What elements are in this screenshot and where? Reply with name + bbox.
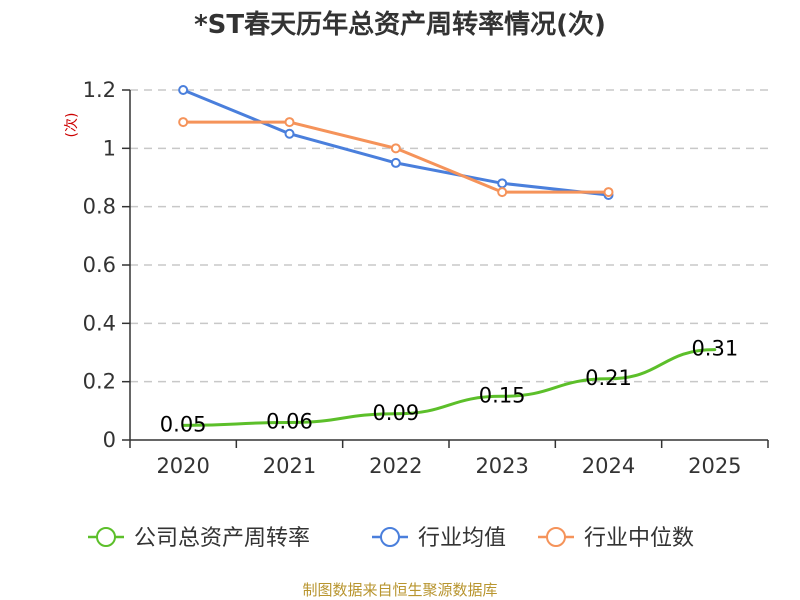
legend[interactable]: 公司总资产周转率 行业均值 行业中位数	[88, 526, 694, 551]
grid-lines	[130, 89, 768, 383]
y-tick-label-2: 0.4	[83, 311, 116, 335]
series-1-point-2020[interactable]	[178, 85, 189, 95]
legend-item-1[interactable]: 行业均值	[372, 526, 506, 551]
x-tick-label-2022: 2022	[369, 454, 422, 478]
series-2-point-2022[interactable]	[390, 143, 401, 154]
legend-label-1: 行业均值	[418, 526, 506, 551]
series-1-point-2022[interactable]	[390, 157, 401, 168]
series-1-point-2021[interactable]	[284, 128, 295, 139]
series-2-point-2023[interactable]	[497, 187, 508, 198]
x-tick-label-2025: 2025	[688, 454, 741, 478]
y-tick-label-6: 1.2	[83, 78, 116, 102]
data-label-2025: 0.31	[691, 337, 738, 361]
series-2-point-2021[interactable]	[284, 117, 295, 128]
x-tick-label-2024: 2024	[582, 454, 635, 478]
source-note: 制图数据来自恒生聚源数据库	[302, 581, 497, 599]
legend-label-0: 公司总资产周转率	[134, 526, 310, 551]
series-line-1	[181, 88, 610, 197]
series-2-point-2020[interactable]	[178, 117, 189, 128]
data-labels: 0.05 0.06 0.09 0.15 0.21 0.31	[160, 337, 738, 437]
y-tick-label-5: 1	[103, 136, 116, 160]
y-tick-label-4: 0.8	[83, 195, 116, 219]
legend-swatch-marker-1	[380, 527, 400, 547]
series-1-point-2023[interactable]	[497, 178, 508, 189]
y-axis-label: (次)	[64, 113, 80, 138]
data-label-2024: 0.21	[585, 366, 632, 390]
axes: 0 0.2 0.4 0.6 0.8 1 1.2 2020 2021 2022 2023 2024 202…	[83, 78, 769, 478]
chart-title: *ST春天历年总资产周转率情况(次)	[194, 9, 606, 40]
data-label-2020: 0.05	[160, 412, 207, 436]
x-tick-label-2021: 2021	[263, 454, 316, 478]
y-tick-label-1: 0.2	[83, 370, 116, 394]
legend-item-0[interactable]: 公司总资产周转率	[88, 526, 310, 551]
series-2-point-2024[interactable]	[603, 187, 614, 198]
x-tick-label-2020: 2020	[156, 454, 209, 478]
data-label-2021: 0.06	[266, 410, 313, 434]
legend-swatch-marker-2	[546, 527, 566, 547]
legend-item-2[interactable]: 行业中位数	[538, 526, 694, 551]
y-tick-label-3: 0.6	[83, 253, 116, 277]
data-label-2023: 0.15	[479, 383, 526, 407]
legend-swatch-marker-0	[96, 527, 116, 547]
series-line-2	[181, 120, 610, 194]
data-label-2022: 0.09	[372, 401, 419, 425]
legend-label-2: 行业中位数	[584, 526, 694, 551]
series-group	[178, 85, 717, 427]
x-tick-label-2023: 2023	[475, 454, 528, 478]
y-tick-label-0: 0	[103, 428, 116, 452]
series-line-0	[181, 348, 717, 427]
